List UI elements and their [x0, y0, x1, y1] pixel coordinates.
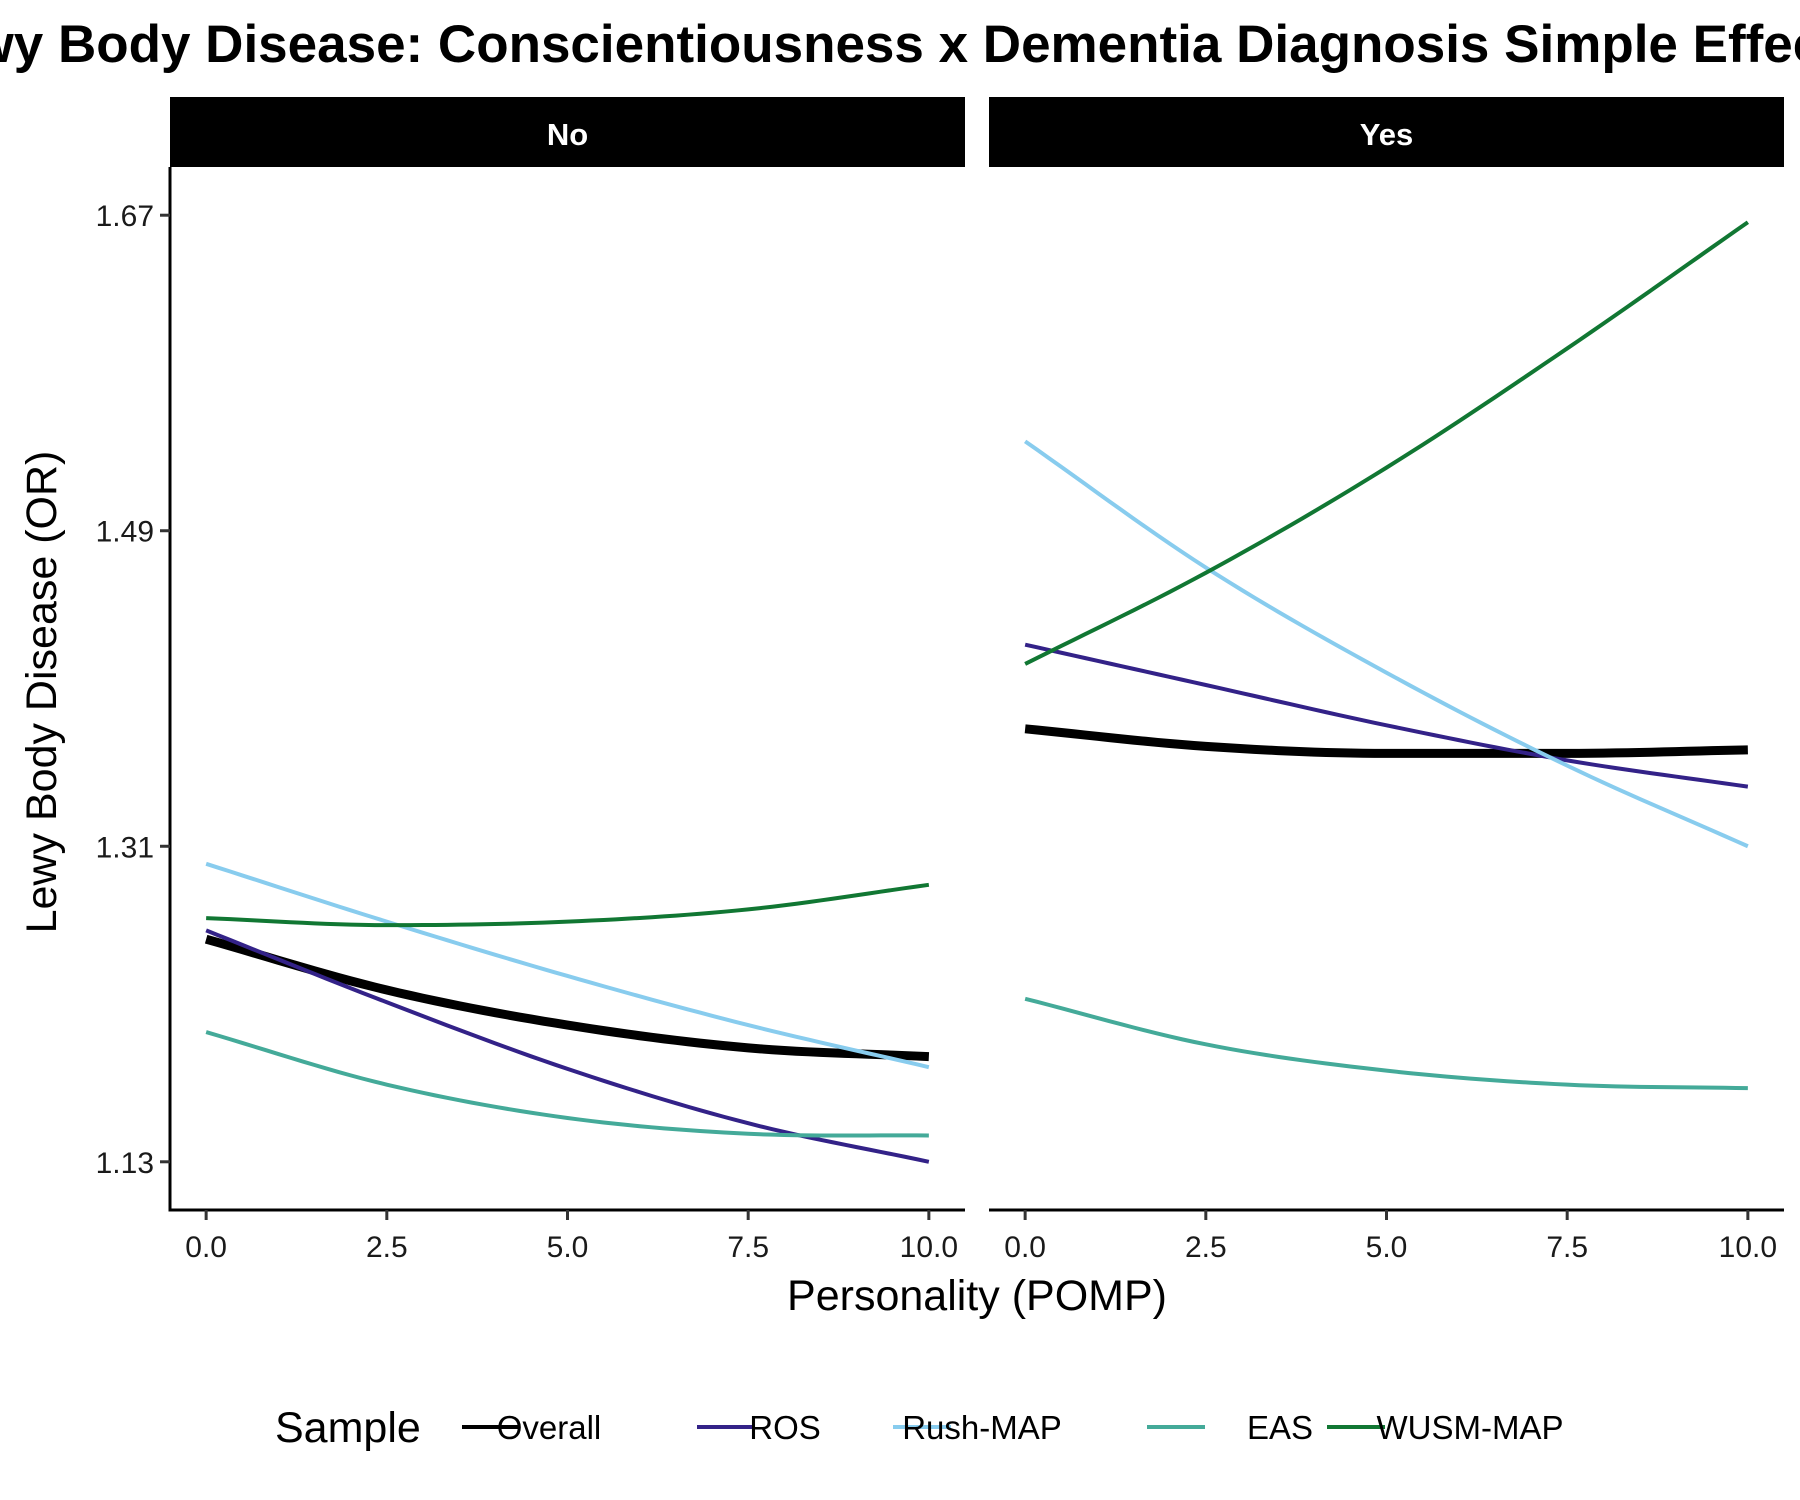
legend-label-wusm-map: WUSM-MAP: [1377, 1409, 1564, 1446]
strip-no-label: No: [547, 117, 588, 152]
y-axis-title: Lewy Body Disease (OR): [18, 451, 66, 934]
series-line-rush-map-no: [205, 861, 930, 1070]
series-line-overall-yes: [1024, 724, 1748, 758]
series-line-ros-no: [205, 928, 930, 1164]
series-line-eas-no: [205, 1030, 929, 1138]
x-tick-label: 5.0: [547, 1231, 589, 1264]
x-axis-title: Personality (POMP): [787, 1272, 1167, 1320]
strip-no-background: [170, 97, 965, 167]
panel-no: 1.13 1.31 1.49 1.67 0.0 2.5 5.0 7.5 10.0: [96, 167, 965, 1264]
strip-yes-label: Yes: [1360, 117, 1413, 152]
x-tick-label: 0.0: [1004, 1231, 1046, 1264]
x-tick-label: 0.0: [185, 1231, 227, 1264]
x-tick-label: 10.0: [1719, 1231, 1777, 1264]
legend: Sample Overall ROS Rush-MAP EAS WUSM-MAP: [275, 1404, 1563, 1452]
x-tick-label: 7.5: [727, 1231, 769, 1264]
legend-label-eas: EAS: [1247, 1409, 1313, 1446]
legend-title: Sample: [275, 1404, 421, 1452]
y-tick-label: 1.31: [96, 831, 154, 864]
strip-yes-background: [989, 97, 1784, 167]
x-tick-label: 2.5: [1185, 1231, 1227, 1264]
x-tick-label: 2.5: [366, 1231, 408, 1264]
y-tick-label: 1.67: [96, 200, 154, 233]
y-tick-label: 1.49: [96, 516, 154, 549]
legend-label-ros: ROS: [749, 1409, 821, 1446]
legend-label-rush-map: Rush-MAP: [902, 1409, 1062, 1446]
series-line-eas-yes: [1024, 996, 1748, 1091]
series-line-wusm-map-no: [206, 882, 930, 928]
x-tick-label: 10.0: [900, 1231, 958, 1264]
series-line-overall-no: [204, 934, 930, 1062]
y-tick-label: 1.13: [96, 1147, 154, 1180]
x-tick-label: 7.5: [1546, 1231, 1588, 1264]
chart-title: Lewy Body Disease: Conscientiousness x D…: [0, 15, 1800, 74]
series-line-wusm-map-yes: [1024, 220, 1750, 666]
legend-label-overall: Overall: [497, 1409, 602, 1446]
series-line-ros-yes: [1024, 642, 1749, 789]
panel-yes: 0.0 2.5 5.0 7.5 10.0: [989, 220, 1784, 1264]
series-line-rush-map-yes: [1023, 439, 1749, 849]
x-tick-label: 5.0: [1366, 1231, 1408, 1264]
